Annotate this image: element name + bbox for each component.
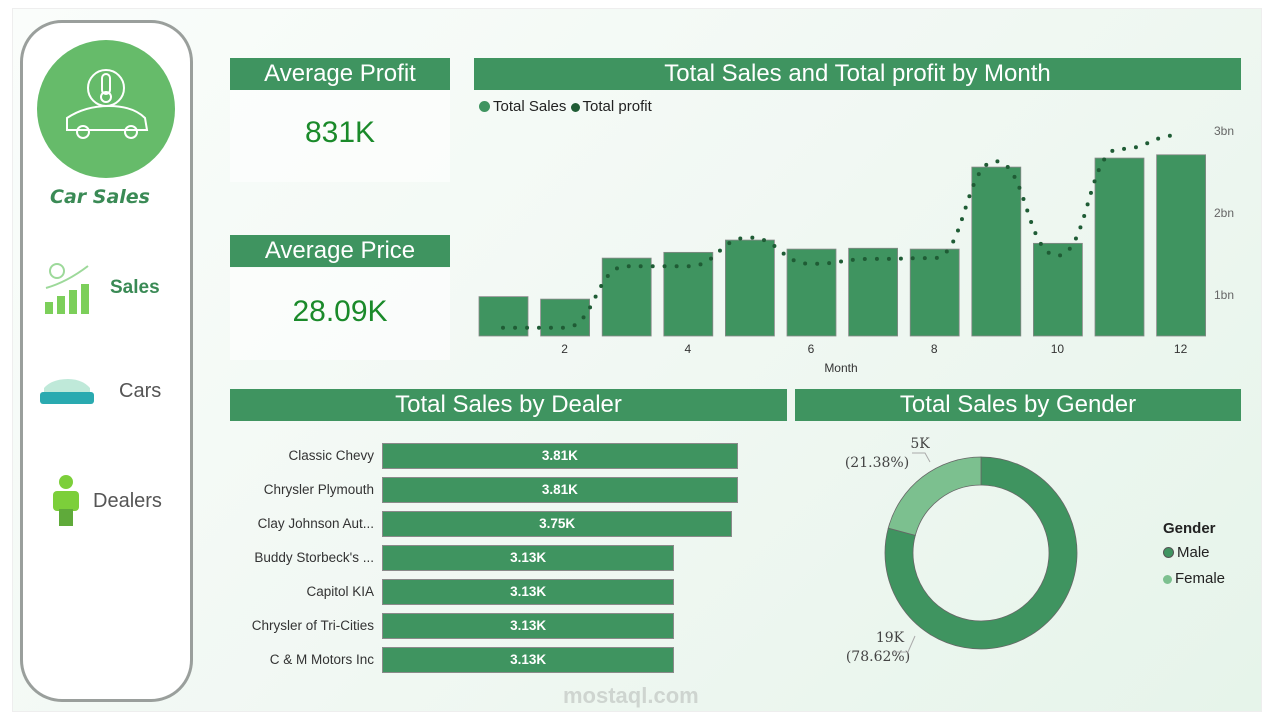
leader-line: [912, 452, 931, 463]
data-label-male-pct: (78.62%): [846, 649, 910, 665]
car-thermometer-icon: [66, 69, 149, 139]
legend-item-sales[interactable]: Total Sales: [479, 98, 566, 115]
dealer-bar[interactable]: 3.13K: [382, 545, 675, 571]
dealer-label: Buddy Storbeck's ...: [254, 550, 374, 565]
x-tick-label: 4: [684, 342, 691, 356]
avg-profit-value: 831K: [304, 116, 376, 149]
data-label-male: 19K: [876, 630, 905, 646]
dealer-bar[interactable]: 3.13K: [382, 579, 675, 605]
sales-bar: [1033, 242, 1083, 337]
avg-price-title: Average Price: [230, 235, 450, 267]
gender-donut-chart: 19K (78.62%) 5K(21.38%): [845, 436, 1078, 665]
donut-slice-male: [884, 456, 1078, 650]
x-tick-label: 2: [561, 342, 568, 356]
gender-chart-title: Total Sales by Gender: [795, 389, 1241, 421]
x-tick-label: 12: [1174, 342, 1188, 356]
car-icon: [40, 379, 94, 404]
avg-profit-card: [230, 90, 450, 182]
dealer-label: Chrysler of Tri-Cities: [251, 618, 374, 633]
dealer-label: C & M Motors Inc: [269, 652, 374, 667]
sales-bar: [601, 257, 652, 337]
legend-dot: [1163, 575, 1172, 584]
x-axis-label: Month: [824, 361, 857, 375]
watermark: mostaql.com: [563, 683, 699, 708]
legend-label: Total profit: [582, 98, 652, 115]
sales-bar: [909, 248, 960, 337]
dealer-label: Chrysler Plymouth: [263, 482, 374, 497]
y-tick-label: 1bn: [1214, 288, 1234, 302]
x-tick-label: 10: [1051, 342, 1065, 356]
sidebar-item-sales[interactable]: Sales: [42, 260, 160, 316]
dealer-label: Capitol KIA: [306, 584, 374, 599]
avg-profit-title: Average Profit: [230, 58, 450, 90]
gender-legend: Gender Male Female: [1163, 520, 1225, 587]
dealer-label: Classic Chevy: [288, 448, 374, 463]
legend-dot: [570, 103, 580, 112]
sales-bar: [971, 166, 1022, 337]
legend-dot: [479, 101, 490, 112]
dealer-bar[interactable]: 3.75K: [382, 511, 733, 537]
brand-title: Car Sales: [50, 186, 150, 208]
sidebar-item-label: Sales: [110, 277, 160, 298]
sidebar-item-label: Cars: [119, 379, 162, 402]
dealer-chart-title: Total Sales by Dealer: [230, 389, 787, 421]
sales-bar: [1156, 154, 1206, 337]
sales-bar: [725, 239, 775, 337]
data-label-female: 5K: [910, 436, 930, 452]
legend-label: Total Sales: [493, 98, 567, 115]
dealer-label: Clay Johnson Aut...: [257, 516, 374, 531]
legend-item-profit[interactable]: Total profit: [570, 98, 652, 115]
sales-bar: [478, 296, 529, 337]
month-chart: 2 4 6 8 10 12 1bn 2bn 3bn Month: [478, 124, 1234, 375]
leader-line: [893, 635, 916, 653]
legend-item-male[interactable]: Male: [1163, 544, 1225, 561]
month-chart-title: Total Sales and Total profit by Month: [474, 58, 1241, 90]
sidebar-item-cars[interactable]: Cars: [40, 376, 161, 406]
legend-dot: [1163, 547, 1174, 558]
legend-title: Gender: [1163, 520, 1216, 537]
avg-price-card: [230, 268, 450, 360]
car-sales-logo: [37, 40, 175, 178]
person-icon: [53, 475, 79, 526]
y-tick-label: 3bn: [1214, 124, 1234, 138]
sales-bar: [848, 247, 898, 337]
legend-item-female[interactable]: Female: [1163, 570, 1225, 587]
dealer-bar[interactable]: 3.13K: [382, 647, 675, 673]
sales-chart-icon: [45, 263, 89, 314]
dealer-bar[interactable]: 3.81K: [382, 477, 738, 503]
data-label-female-pct: (21.38%): [845, 455, 909, 471]
x-tick-label: 8: [931, 342, 938, 356]
dealer-bar[interactable]: 3.13K: [382, 613, 675, 639]
y-tick-label: 2bn: [1214, 206, 1234, 220]
avg-price-value: 28.09K: [292, 295, 388, 328]
donut-slice-female: [887, 456, 982, 536]
sales-bar: [1094, 157, 1145, 337]
sales-bar: [540, 298, 590, 337]
sidebar-item-dealers[interactable]: Dealers: [52, 474, 162, 528]
sidebar-item-label: Dealers: [93, 489, 162, 512]
legend-label: Male: [1177, 544, 1210, 561]
dealer-bar[interactable]: 3.81K: [382, 443, 738, 469]
legend-label: Female: [1175, 570, 1226, 587]
month-chart-legend: Total Sales Total profit: [479, 98, 652, 115]
x-tick-label: 6: [808, 342, 815, 356]
